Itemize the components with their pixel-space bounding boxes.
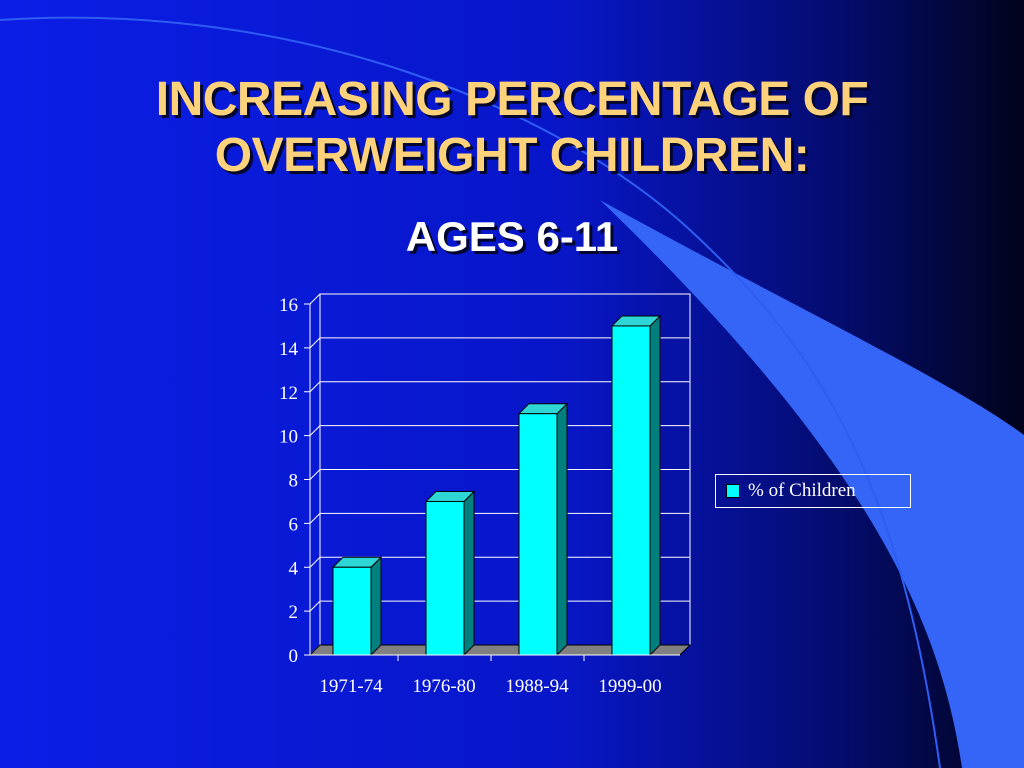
bar-front: [425, 500, 465, 656]
bar-front: [611, 325, 651, 656]
bar: [610, 314, 662, 657]
y-tick-label: 10: [279, 427, 298, 448]
y-tick-label: 4: [289, 558, 299, 579]
y-tick-label: 16: [279, 295, 298, 316]
gridline-side: [309, 381, 321, 393]
y-tick-label: 0: [289, 646, 299, 667]
title-line-1: INCREASING PERCENTAGE OF: [155, 73, 869, 126]
gridline-side: [309, 337, 321, 349]
bar: [331, 556, 383, 657]
x-tick-label: 1971-74: [319, 676, 383, 697]
bar-side: [556, 402, 568, 657]
slide-subtitle: AGES 6-11: [405, 213, 619, 260]
legend-swatch: [726, 484, 740, 498]
gridline-side: [309, 469, 321, 480]
slide-title: INCREASING PERCENTAGE OF OVERWEIGHT CHIL…: [0, 72, 1024, 184]
y-tick-label: 6: [289, 514, 299, 535]
gridline-side: [309, 293, 321, 305]
bar: [517, 402, 569, 657]
gridline-side: [309, 556, 321, 568]
chart-bars: [331, 314, 662, 657]
bar-side: [370, 556, 382, 657]
y-tick-label: 14: [279, 339, 299, 360]
swoosh-curve: [0, 16, 941, 768]
light-swoosh: [600, 200, 1024, 768]
x-tick-label: 1988-94: [505, 676, 569, 697]
gridline-side: [309, 425, 321, 436]
y-tick-label: 12: [279, 383, 298, 404]
bar-front: [332, 566, 372, 656]
legend-label: % of Children: [748, 480, 856, 501]
y-tick-label: 8: [289, 471, 299, 492]
bar-side: [463, 490, 475, 657]
y-tick-label: 2: [289, 602, 299, 623]
x-tick-labels: 1971-74 1976-80 1988-94 1999-00: [319, 676, 661, 697]
bar: [424, 490, 476, 657]
title-line-2: OVERWEIGHT CHILDREN:: [214, 129, 810, 182]
gridline-side: [309, 513, 321, 524]
chart-axes: [304, 303, 680, 661]
x-tick-label: 1999-00: [598, 676, 661, 697]
gridline-side: [309, 600, 321, 612]
x-tick-label: 1976-80: [412, 676, 475, 697]
chart-legend: % of Children: [715, 474, 911, 508]
bar-front: [518, 413, 558, 656]
y-tick-labels: 0 2 4 6 8 10 12 14 16: [279, 295, 299, 667]
bar-side: [649, 314, 661, 657]
